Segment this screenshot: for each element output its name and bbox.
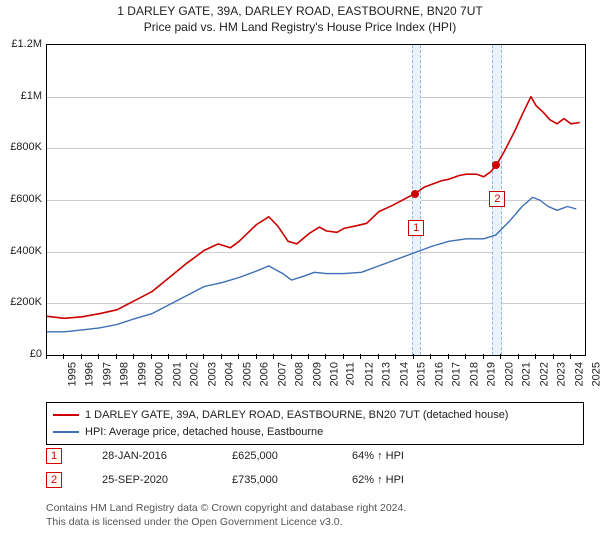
y-tick-label: £600K (0, 193, 42, 205)
x-tick-label: 2000 (154, 362, 166, 386)
y-tick-label: £800K (0, 141, 42, 153)
x-tick-label: 2023 (556, 362, 568, 386)
x-tick-label: 2019 (486, 362, 498, 386)
y-tick-label: £200K (0, 296, 42, 308)
trade-pct: 64% ↑ HPI (352, 450, 404, 462)
x-tick-label: 2001 (171, 362, 183, 386)
footer-line-2: This data is licensed under the Open Gov… (46, 516, 406, 530)
x-tick-label: 1995 (66, 362, 78, 386)
x-tick (63, 354, 64, 359)
x-tick-label: 2003 (206, 362, 218, 386)
trade-row-marker: 2 (46, 472, 62, 488)
trade-date: 28-JAN-2016 (102, 450, 192, 462)
hpi-line (47, 197, 576, 331)
x-tick-label: 1997 (101, 362, 113, 386)
trade-marker: 2 (489, 191, 505, 207)
x-tick (465, 354, 466, 359)
x-tick-label: 2010 (328, 362, 340, 386)
x-tick-label: 2020 (503, 362, 515, 386)
legend-item: HPI: Average price, detached house, East… (53, 424, 577, 441)
x-tick-label: 2007 (276, 362, 288, 386)
x-tick (430, 354, 431, 359)
x-tick-label: 2012 (363, 362, 375, 386)
trade-marker: 1 (408, 220, 424, 236)
x-tick (98, 354, 99, 359)
x-tick (133, 354, 134, 359)
x-tick-label: 2018 (468, 362, 480, 386)
x-tick (413, 354, 414, 359)
chart-title: 1 DARLEY GATE, 39A, DARLEY ROAD, EASTBOU… (0, 0, 600, 18)
x-tick-label: 2005 (241, 362, 253, 386)
trade-date: 25-SEP-2020 (102, 474, 192, 486)
x-tick (500, 354, 501, 359)
y-tick-label: £0 (0, 348, 42, 360)
x-tick-label: 2024 (573, 362, 585, 386)
chart-legend: 1 DARLEY GATE, 39A, DARLEY ROAD, EASTBOU… (46, 402, 584, 445)
x-tick (81, 354, 82, 359)
x-tick (46, 354, 47, 359)
x-tick (116, 354, 117, 359)
trade-dot (411, 190, 419, 198)
x-tick (256, 354, 257, 359)
x-tick (186, 354, 187, 359)
chart-footer: Contains HM Land Registry data © Crown c… (46, 502, 406, 529)
x-tick (378, 354, 379, 359)
x-tick-label: 2006 (259, 362, 271, 386)
x-tick-label: 2004 (224, 362, 236, 386)
x-tick (273, 354, 274, 359)
x-tick-label: 1996 (84, 362, 96, 386)
x-tick-label: 2008 (294, 362, 306, 386)
x-tick (168, 354, 169, 359)
x-tick (395, 354, 396, 359)
y-tick-label: £1M (0, 90, 42, 102)
x-tick (325, 354, 326, 359)
chart-plot-area: 12 (46, 44, 586, 356)
trade-price: £735,000 (232, 474, 312, 486)
property-line (47, 97, 580, 319)
legend-label: 1 DARLEY GATE, 39A, DARLEY ROAD, EASTBOU… (85, 407, 508, 424)
x-tick (518, 354, 519, 359)
legend-label: HPI: Average price, detached house, East… (85, 424, 323, 441)
x-tick-label: 2011 (345, 362, 357, 386)
x-tick-label: 2014 (398, 362, 410, 386)
x-tick-label: 2015 (416, 362, 428, 386)
x-tick (448, 354, 449, 359)
trade-row: 2 25-SEP-2020 £735,000 62% ↑ HPI (46, 472, 404, 488)
trade-pct: 62% ↑ HPI (352, 474, 404, 486)
x-tick (221, 354, 222, 359)
legend-swatch (53, 431, 79, 433)
x-tick (553, 354, 554, 359)
trade-row: 1 28-JAN-2016 £625,000 64% ↑ HPI (46, 448, 404, 464)
legend-item: 1 DARLEY GATE, 39A, DARLEY ROAD, EASTBOU… (53, 407, 577, 424)
x-tick (343, 354, 344, 359)
chart-subtitle: Price paid vs. HM Land Registry's House … (0, 18, 600, 38)
x-tick (570, 354, 571, 359)
x-tick-label: 2002 (189, 362, 201, 386)
x-tick-label: 1998 (119, 362, 131, 386)
x-tick (535, 354, 536, 359)
y-tick-label: £1.2M (0, 38, 42, 50)
x-tick (203, 354, 204, 359)
y-tick-label: £400K (0, 245, 42, 257)
footer-line-1: Contains HM Land Registry data © Crown c… (46, 502, 406, 516)
x-tick-label: 2017 (451, 362, 463, 386)
x-tick-label: 2021 (521, 362, 533, 386)
x-tick-label: 1999 (136, 362, 148, 386)
trade-row-marker: 1 (46, 448, 62, 464)
x-tick (360, 354, 361, 359)
x-tick (483, 354, 484, 359)
legend-swatch (53, 414, 79, 416)
trade-price: £625,000 (232, 450, 312, 462)
x-tick-label: 2013 (381, 362, 393, 386)
x-tick (151, 354, 152, 359)
trade-dot (492, 161, 500, 169)
x-tick (291, 354, 292, 359)
x-tick-label: 2022 (538, 362, 550, 386)
x-tick-label: 2016 (433, 362, 445, 386)
x-tick-label: 2025 (591, 362, 600, 386)
x-tick (238, 354, 239, 359)
x-tick-label: 2009 (311, 362, 323, 386)
x-tick (308, 354, 309, 359)
